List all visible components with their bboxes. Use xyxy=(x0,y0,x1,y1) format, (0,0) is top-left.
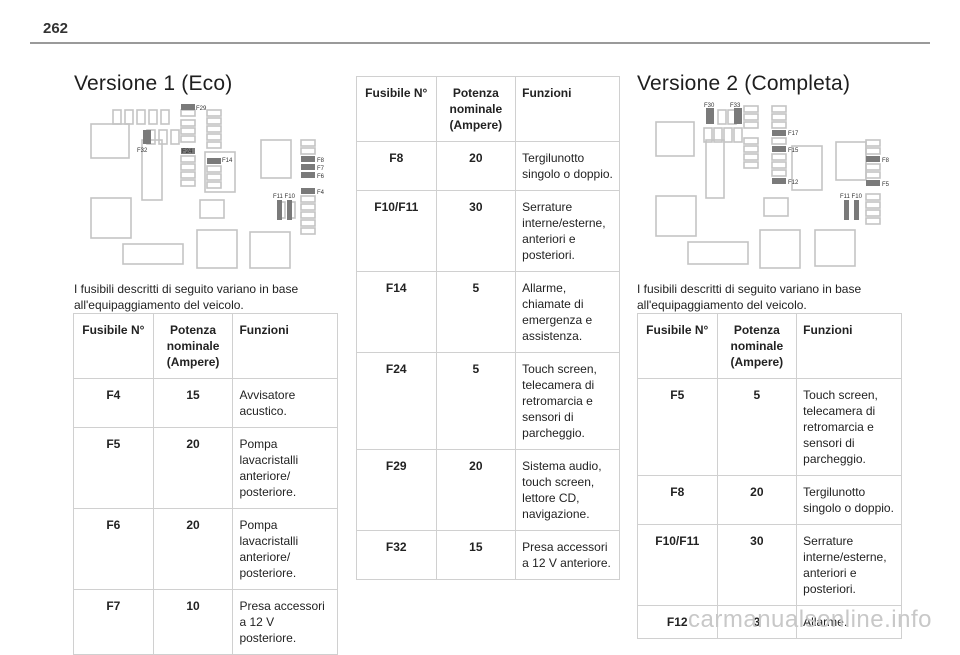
header-rated-power: Potenza nominale (Ampere) xyxy=(716,313,798,379)
fuse-number: F4 xyxy=(73,378,154,428)
table-header-row: Fusibile N° Potenza nominale (Ampere) Fu… xyxy=(73,313,338,379)
label-f4: F4 xyxy=(317,190,325,196)
version-1-intro: I fusibili descritti di seguito variano … xyxy=(74,282,299,312)
fuse-rating: 5 xyxy=(716,378,798,476)
table-header-row: Fusibile N° Potenza nominale (Ampere) Fu… xyxy=(356,76,620,142)
header-functions: Funzioni xyxy=(515,76,620,142)
label-f30: F30 xyxy=(704,103,715,109)
fuse-box-diagram-v2: F30 F33 F17 F15 F12 F8 F5 F11 F10 xyxy=(655,103,890,269)
label-f7: F7 xyxy=(317,166,325,172)
fuse-rating: 15 xyxy=(435,530,517,580)
fuse-number: F14 xyxy=(356,271,437,353)
fuse-function: Pompa lavacristalli anteriore/ posterior… xyxy=(232,427,338,509)
table-row: F24 5 Touch screen, telecamera di retrom… xyxy=(356,352,620,450)
label-f14: F14 xyxy=(222,158,233,164)
fuse-function: Touch screen, telecamera di retromarcia … xyxy=(515,352,620,450)
fuse-number: F8 xyxy=(356,141,437,191)
label-f24: F24 xyxy=(182,149,193,155)
fuse-rating: 5 xyxy=(435,271,517,353)
table-row: F14 5 Allarme, chiamate di emergenza e a… xyxy=(356,271,620,353)
fuse-number: F10/F11 xyxy=(637,524,718,606)
table-row: F8 20 Tergilunotto singolo o doppio. xyxy=(356,141,620,191)
label-f8: F8 xyxy=(317,158,325,164)
fuse-number: F5 xyxy=(73,427,154,509)
fuse-number: F6 xyxy=(73,508,154,590)
header-fuse-number: Fusibile N° xyxy=(356,76,437,142)
fuse-function: Avvisatore acustico. xyxy=(232,378,338,428)
fuse-rating: 5 xyxy=(435,352,517,450)
fuse-function: Tergilunotto singolo o doppio. xyxy=(796,475,902,525)
table-row: F32 15 Presa accessori a 12 V anteriore. xyxy=(356,530,620,580)
fuse-number: F10/F11 xyxy=(356,190,437,272)
label-f6: F6 xyxy=(317,174,325,180)
table-row: F8 20 Tergilunotto singolo o doppio. xyxy=(637,475,902,525)
label-f33: F33 xyxy=(730,103,741,109)
version-2-intro: I fusibili descritti di seguito variano … xyxy=(637,282,862,312)
fuse-function: Presa accessori a 12 V anteriore. xyxy=(515,530,620,580)
label-f29: F29 xyxy=(196,106,207,112)
table-row: F5 20 Pompa lavacristalli anteriore/ pos… xyxy=(73,427,338,509)
fuse-rating: 30 xyxy=(716,524,798,606)
table-row: F4 15 Avvisatore acustico. xyxy=(73,378,338,428)
header-rated-power: Potenza nominale (Ampere) xyxy=(435,76,517,142)
version-2-title: Versione 2 (Completa) xyxy=(637,72,851,95)
fuse-number: F7 xyxy=(73,589,154,655)
label-f17: F17 xyxy=(788,131,799,137)
fuse-number: F24 xyxy=(356,352,437,450)
fuse-function: Allarme. xyxy=(796,605,902,639)
fuse-function: Pompa lavacristalli anteriore/ posterior… xyxy=(232,508,338,590)
table-row: F10/F11 30 Serrature interne/esterne, an… xyxy=(356,190,620,272)
table-header-row: Fusibile N° Potenza nominale (Ampere) Fu… xyxy=(637,313,902,379)
fuse-rating: 20 xyxy=(152,427,234,509)
fuse-rating: 30 xyxy=(435,190,517,272)
fuse-function: Serrature interne/esterne, anteriori e p… xyxy=(515,190,620,272)
label-f11-f10: F11 F10 xyxy=(840,194,863,200)
label-f15: F15 xyxy=(788,148,799,154)
fuse-rating: 3 xyxy=(716,605,798,639)
label-f8: F8 xyxy=(882,158,890,164)
fuse-number: F32 xyxy=(356,530,437,580)
fuse-function: Presa accessori a 12 V posteriore. xyxy=(232,589,338,655)
fuse-rating: 15 xyxy=(152,378,234,428)
fuse-number: F8 xyxy=(637,475,718,525)
header-rule xyxy=(30,42,930,44)
fuse-number: F29 xyxy=(356,449,437,531)
version-1-fuse-table: Fusibile N° Potenza nominale (Ampere) Fu… xyxy=(73,313,338,655)
fuse-rating: 10 xyxy=(152,589,234,655)
watermark: carmanualsonline.info xyxy=(688,606,932,633)
version-1-title: Versione 1 (Eco) xyxy=(74,72,233,95)
table-row: F5 5 Touch screen, telecamera di retroma… xyxy=(637,378,902,476)
fuse-rating: 20 xyxy=(435,141,517,191)
fuse-number: F12 xyxy=(637,605,718,639)
label-f11-f10: F11 F10 xyxy=(273,194,296,200)
table-row: F6 20 Pompa lavacristalli anteriore/ pos… xyxy=(73,508,338,590)
header-fuse-number: Fusibile N° xyxy=(73,313,154,379)
middle-fuse-table: Fusibile N° Potenza nominale (Ampere) Fu… xyxy=(356,76,620,580)
fuse-rating: 20 xyxy=(435,449,517,531)
fuse-number: F5 xyxy=(637,378,718,476)
fuse-function: Touch screen, telecamera di retromarcia … xyxy=(796,378,902,476)
fuse-rating: 20 xyxy=(152,508,234,590)
fuse-function: Tergilunotto singolo o doppio. xyxy=(515,141,620,191)
fuse-function: Serrature interne/esterne, anteriori e p… xyxy=(796,524,902,606)
table-row: F10/F11 30 Serrature interne/esterne, an… xyxy=(637,524,902,606)
fuse-function: Allarme, chiamate di emergenza e assiste… xyxy=(515,271,620,353)
header-rated-power: Potenza nominale (Ampere) xyxy=(152,313,234,379)
table-row: F12 3 Allarme. xyxy=(637,605,902,639)
header-functions: Funzioni xyxy=(232,313,338,379)
table-row: F29 20 Sistema audio, touch screen, lett… xyxy=(356,449,620,531)
table-row: F7 10 Presa accessori a 12 V posteriore. xyxy=(73,589,338,655)
header-functions: Funzioni xyxy=(796,313,902,379)
label-f12: F12 xyxy=(788,180,799,186)
fuse-rating: 20 xyxy=(716,475,798,525)
version-2-fuse-table: Fusibile N° Potenza nominale (Ampere) Fu… xyxy=(637,313,902,639)
label-f32: F32 xyxy=(137,148,148,154)
label-f5: F5 xyxy=(882,182,890,188)
page-number: 262 xyxy=(43,20,69,37)
fuse-function: Sistema audio, touch screen, lettore CD,… xyxy=(515,449,620,531)
header-fuse-number: Fusibile N° xyxy=(637,313,718,379)
fuse-box-diagram-v1: F29 F32 F24 F14 F8 F7 F6 F4 F11 F10 xyxy=(90,104,325,269)
